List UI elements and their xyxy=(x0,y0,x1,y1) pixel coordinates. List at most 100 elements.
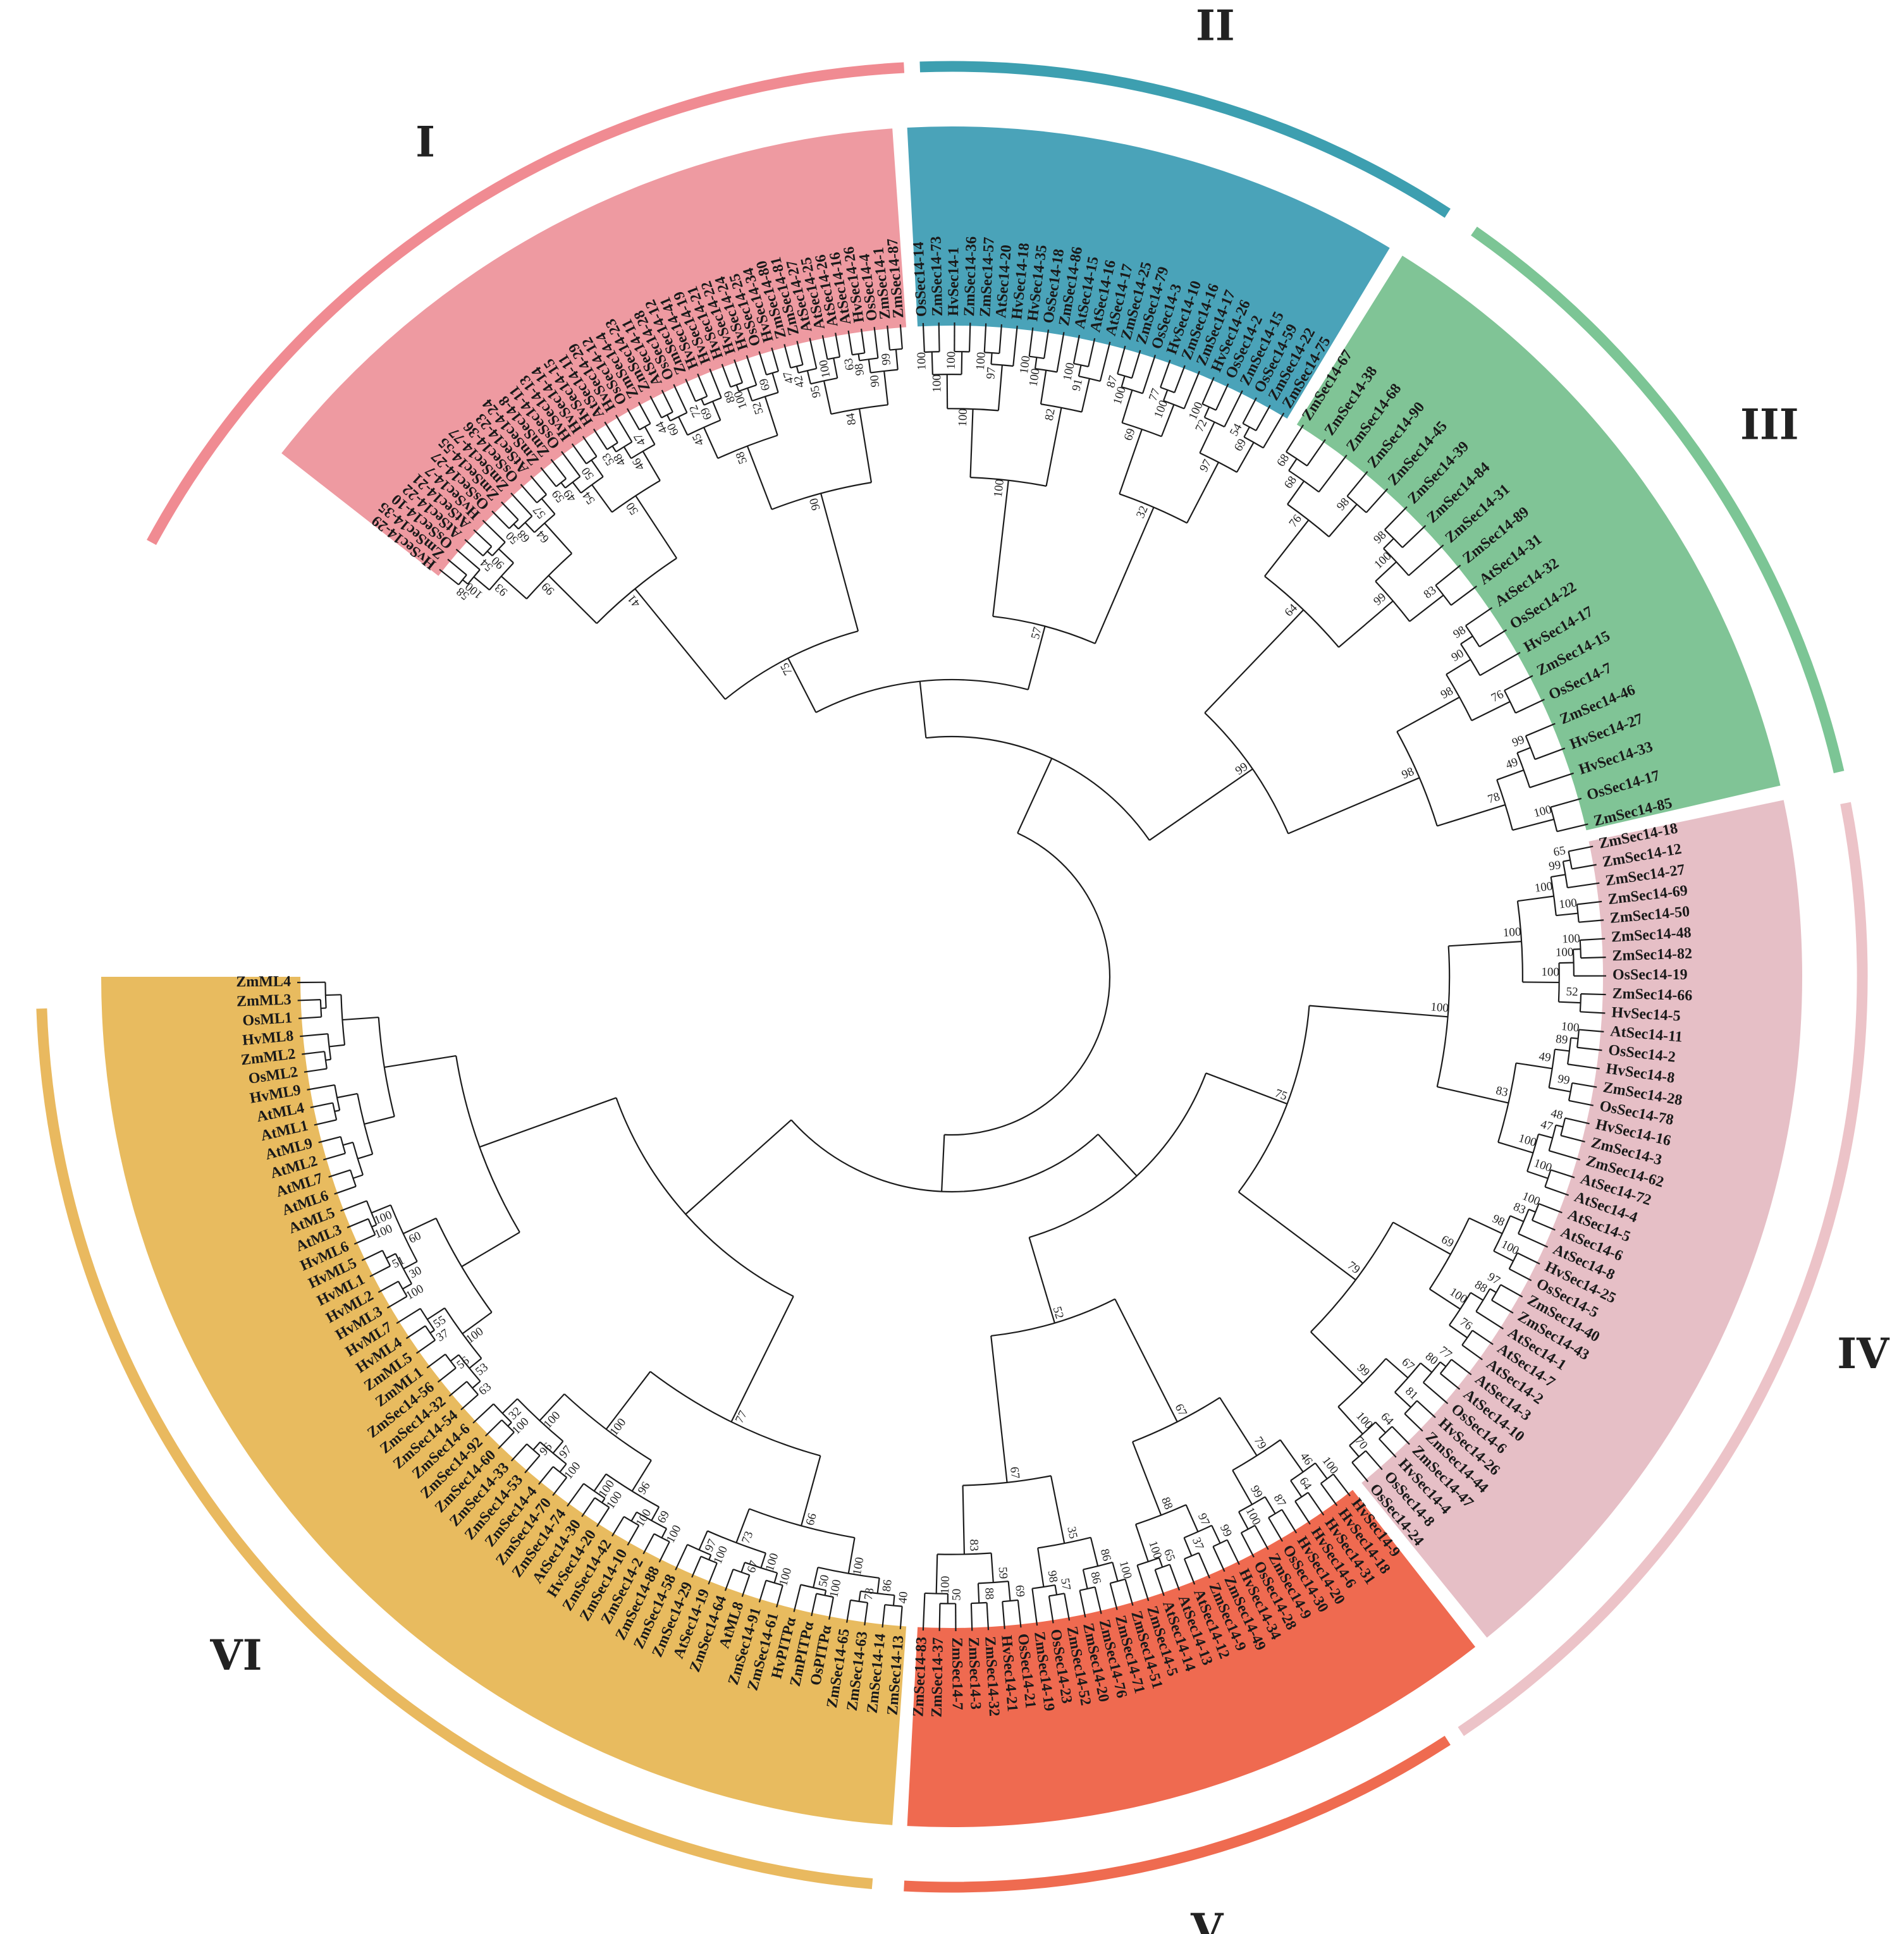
branch xyxy=(1437,804,1506,827)
branch xyxy=(730,1295,794,1423)
branch xyxy=(1048,1596,1054,1624)
branch xyxy=(472,1380,481,1389)
branch xyxy=(1002,1599,1018,1603)
branch xyxy=(1090,1537,1099,1567)
branch xyxy=(1337,1406,1363,1435)
branch xyxy=(1550,797,1582,808)
branch xyxy=(661,1528,668,1538)
branch xyxy=(1475,1311,1504,1330)
branch xyxy=(1564,1117,1590,1125)
branch xyxy=(892,1595,895,1606)
branch xyxy=(1449,1325,1468,1338)
branch xyxy=(1121,389,1133,424)
leaf-label: ZmSec14-7 xyxy=(949,1637,966,1710)
branch xyxy=(1544,1186,1569,1196)
support-value: 99 xyxy=(1557,1072,1571,1087)
branch xyxy=(1500,1284,1523,1298)
branch xyxy=(638,401,651,424)
branch xyxy=(1238,1511,1249,1530)
branch xyxy=(730,382,743,388)
support-value: 81 xyxy=(1403,1385,1420,1402)
branch xyxy=(764,396,778,436)
branch xyxy=(1351,1462,1369,1483)
branch xyxy=(1493,1250,1514,1262)
branch xyxy=(1328,503,1358,537)
branch xyxy=(1439,1361,1447,1368)
branch xyxy=(709,368,722,398)
branch xyxy=(1315,1462,1328,1479)
branch xyxy=(298,1016,322,1019)
branch xyxy=(1031,1588,1038,1626)
support-value: 100 xyxy=(817,358,833,379)
branch xyxy=(501,1398,518,1414)
branch xyxy=(1112,1562,1119,1582)
branch xyxy=(885,1604,902,1607)
branch xyxy=(596,1507,610,1527)
branch xyxy=(1332,1473,1351,1496)
support-value: 88 xyxy=(982,1588,996,1600)
branch xyxy=(986,1602,990,1631)
branch xyxy=(464,539,484,556)
support-value: 97 xyxy=(1195,1511,1212,1527)
branch xyxy=(1379,1426,1393,1440)
support-value: 69 xyxy=(1439,1233,1456,1251)
branch xyxy=(334,1084,341,1111)
branch xyxy=(707,1530,766,1554)
branch xyxy=(922,322,925,353)
support-value: 70 xyxy=(1352,1434,1370,1452)
branch xyxy=(369,1265,391,1278)
branch xyxy=(1491,1299,1514,1314)
branch xyxy=(1451,1359,1472,1376)
support-value: 64 xyxy=(1296,1475,1314,1493)
support-value: 100 xyxy=(1561,1020,1580,1035)
branch xyxy=(1517,895,1554,902)
leaf-label: HvSec14-5 xyxy=(1611,1005,1681,1025)
branch xyxy=(1440,1373,1461,1390)
branch xyxy=(314,1119,337,1126)
branch xyxy=(990,353,993,365)
branch xyxy=(1099,341,1111,382)
branch xyxy=(560,482,566,489)
leaf-label: ZmSec14-66 xyxy=(1612,986,1692,1004)
branch xyxy=(1563,859,1571,862)
branch xyxy=(532,1441,541,1450)
support-value: 68 xyxy=(515,527,532,545)
branch xyxy=(334,1185,357,1195)
support-value: 77 xyxy=(1437,1344,1454,1362)
branch xyxy=(801,1455,821,1526)
branch xyxy=(386,1295,408,1309)
branch xyxy=(462,579,469,585)
support-value: 65 xyxy=(1552,844,1567,859)
support-value: 47 xyxy=(1539,1118,1554,1134)
branch xyxy=(1579,939,1582,958)
branch xyxy=(1320,1483,1338,1507)
branch xyxy=(458,574,467,585)
branch xyxy=(1461,1330,1473,1346)
branch xyxy=(1117,345,1126,374)
branch xyxy=(353,1174,364,1179)
support-value: 69 xyxy=(1012,1584,1027,1598)
branch xyxy=(1449,1292,1471,1326)
support-value: 98 xyxy=(1400,765,1416,782)
branch xyxy=(864,1602,869,1625)
branch xyxy=(1242,397,1257,424)
branch xyxy=(384,1055,457,1068)
support-value: 100 xyxy=(1017,355,1033,374)
branch xyxy=(661,411,673,419)
branch xyxy=(1078,365,1082,377)
branch xyxy=(824,1590,827,1596)
branch xyxy=(367,1218,376,1235)
branch xyxy=(626,408,641,431)
branch xyxy=(823,381,832,415)
branch xyxy=(1310,1331,1363,1384)
support-values: 5810054909350685764995949505453484746504… xyxy=(372,352,1581,1605)
leaf-label: ZmML4 xyxy=(236,974,291,991)
branch xyxy=(1437,1086,1509,1104)
branch xyxy=(1079,1590,1086,1618)
branch xyxy=(631,1460,652,1492)
clade-sector xyxy=(1296,255,1781,831)
branch xyxy=(364,1115,395,1125)
branch xyxy=(1017,1600,1022,1628)
branch xyxy=(828,1596,834,1620)
branch xyxy=(846,1600,852,1623)
